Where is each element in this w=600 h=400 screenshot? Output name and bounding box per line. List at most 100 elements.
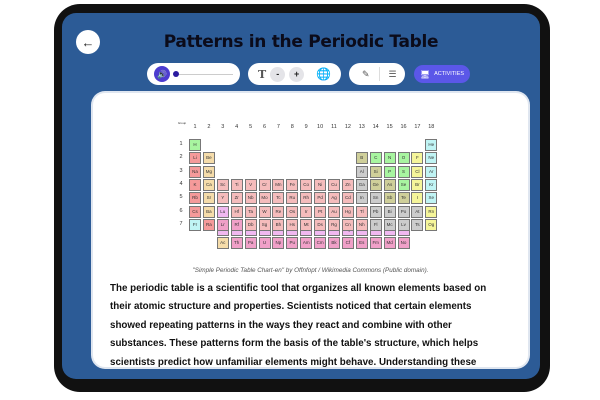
group-label: 12 (344, 124, 351, 130)
element-cell: Mn (272, 178, 285, 191)
element-cell: Hg (341, 205, 354, 218)
element-cell: Ge (369, 178, 382, 191)
period-label: 4 (179, 180, 183, 187)
element-cell: Pt (314, 205, 327, 218)
element-cell: Kr (425, 178, 438, 191)
element-cell: Zn (341, 178, 354, 191)
element-cell: Ti (230, 178, 243, 191)
group-label: 17 (414, 124, 421, 130)
paragraph-line: The periodic table is a scientific tool … (110, 283, 487, 294)
element-cell: Ir (300, 205, 313, 218)
element-cell: Hs (286, 218, 299, 231)
element-cell: Nh (355, 218, 368, 231)
element-cell: Rf (230, 218, 243, 231)
paragraph-line: scientists predict how unfamiliar elemen… (110, 356, 477, 367)
element-cell: Lr (216, 218, 229, 231)
element-cell: Ta (244, 205, 257, 218)
element-cell: Pu (286, 237, 299, 250)
group-label: 11 (331, 124, 337, 130)
element-cell: Rg (328, 218, 340, 231)
element-cell: Cn (341, 218, 354, 231)
element-cell: Cu (328, 178, 340, 191)
screen: ← Patterns in the Periodic Table 🔊 T - +… (62, 13, 540, 379)
element-cell: As (383, 178, 396, 191)
group-label: 4 (235, 124, 239, 130)
element-cell: Ga (355, 178, 368, 191)
element-cell: Br (411, 178, 424, 191)
element-cell: Rn (425, 205, 438, 218)
element-cell: H (189, 139, 201, 151)
element-cell: Bi (383, 205, 396, 218)
element-cell: Be (202, 152, 215, 165)
element-cell: C (369, 152, 382, 165)
element-cell: No (397, 237, 410, 250)
group-label: 1 (193, 124, 197, 130)
element-cell: Fm (369, 237, 382, 250)
group-label: 5 (249, 124, 253, 130)
element-cell: B (355, 152, 368, 165)
period-label: 5 (179, 194, 183, 201)
decrease-text-button[interactable]: - (270, 66, 286, 82)
element-cell: U (258, 237, 271, 250)
element-cell: Te (397, 192, 410, 205)
speaker-icon[interactable]: 🔊 (154, 66, 170, 82)
element-cell: Np (272, 237, 285, 250)
element-cell: Os (286, 205, 299, 218)
divider (378, 67, 380, 81)
element-cell: Ru (286, 192, 299, 205)
audio-progress-knob[interactable] (173, 71, 179, 77)
pencil-icon[interactable]: ✎ (362, 68, 370, 79)
periodic-table-image: H He Li Be B C N O F Ne Na Mg Al Si P S Cl Ar K Ca Sc Ti V Cr Mn… (175, 120, 441, 262)
group-label: 6 (262, 124, 267, 130)
period-label: 2 (179, 154, 183, 161)
element-cell: Mt (300, 218, 313, 231)
element-cell: Fe (286, 178, 299, 191)
group-label: 3 (221, 124, 225, 130)
element-cell: Bh (272, 218, 285, 231)
element-cell: O (397, 152, 410, 165)
element-cell: Y (216, 192, 229, 205)
element-cell: Am (300, 237, 313, 250)
globe-icon[interactable]: 🌐 (316, 67, 331, 81)
audio-player: 🔊 (147, 63, 240, 85)
activities-button[interactable]: 🖥 ACTIVITIES (414, 65, 470, 83)
element-cell: He (425, 139, 438, 151)
list-icon[interactable]: ☰ (388, 68, 397, 79)
element-cell: Cr (258, 178, 271, 191)
element-cell: Ca (202, 178, 215, 191)
period-label: 3 (179, 167, 183, 174)
period-label: 7 (179, 220, 183, 227)
element-cell: Se (397, 178, 410, 191)
element-cell: Ar (425, 165, 438, 178)
audio-progress-slider[interactable] (173, 71, 233, 77)
element-cell: At (411, 205, 424, 218)
element-cell: Fl (369, 218, 382, 231)
element-cell: Cs (189, 205, 201, 218)
monitor-icon: 🖥 (419, 69, 431, 79)
group-label: 9 (304, 124, 308, 130)
group-label: 16 (400, 124, 407, 130)
group-label: 10 (317, 124, 324, 130)
group-label: 7 (276, 124, 280, 130)
element-cell: Mc (383, 218, 396, 231)
increase-text-button[interactable]: + (289, 66, 305, 82)
element-cell: Li (189, 152, 201, 165)
element-cell: Zr (230, 192, 243, 205)
element-cell: Tc (272, 192, 285, 205)
element-cell: Tl (355, 205, 368, 218)
element-cell: Sc (216, 178, 229, 191)
element-cell: Xe (425, 192, 438, 205)
paragraph-line: showed repeating patterns in the ways th… (110, 319, 452, 331)
element-cell: Ts (411, 218, 424, 231)
element-cell: Pd (314, 192, 327, 205)
element-cell: Fr (189, 218, 201, 231)
element-cell: Pa (244, 237, 257, 250)
element-cell: Pb (369, 205, 382, 218)
element-cell: Sn (369, 192, 382, 205)
element-cell: Ds (314, 218, 327, 231)
element-cell: Sb (383, 192, 396, 205)
group-period-header: Group (177, 121, 187, 125)
element-cell: Cl (411, 165, 424, 178)
back-button[interactable]: ← (76, 30, 100, 54)
element-cell: Rb (189, 192, 201, 205)
